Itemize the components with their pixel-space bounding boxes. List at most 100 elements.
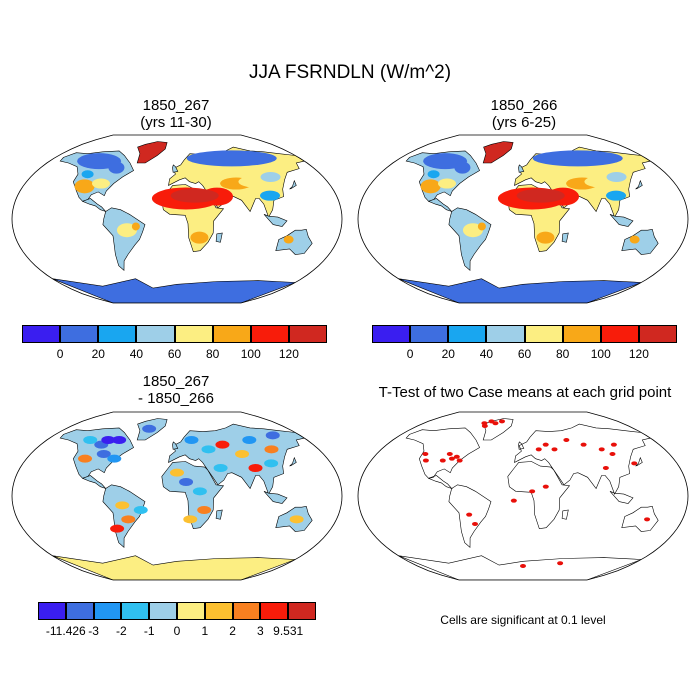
significance-note: Cells are significant at 0.1 level [440, 613, 606, 627]
colorbar-tick-label: 0 [406, 347, 414, 361]
colorbar-swatch [288, 602, 316, 620]
field-patch [81, 170, 94, 179]
continent-central-america [81, 475, 107, 490]
colorbar-swatch [204, 602, 233, 620]
colorbar-swatch [372, 325, 411, 343]
field-patch [170, 188, 219, 203]
colorbar-panel-3: -11.426 -3 -2 -1 0 1 2 3 9.531 [38, 602, 316, 638]
continent-madagascar [561, 509, 569, 520]
continent-africa [507, 461, 571, 530]
significant-cell [453, 454, 460, 459]
field-patch [438, 178, 457, 189]
map-panel-2 [357, 134, 689, 304]
field-patch [606, 190, 627, 201]
field-patch [133, 506, 148, 514]
field-patch [532, 150, 623, 167]
continent-indonesia [263, 491, 288, 504]
significant-cell [520, 564, 526, 568]
continent-greenland [482, 141, 514, 164]
significant-cell [448, 456, 455, 461]
continent-japan [635, 456, 643, 467]
continent-eurasia [514, 423, 652, 495]
colorbar-swatch [22, 325, 61, 343]
significant-cell [422, 452, 429, 456]
significant-cell [498, 419, 505, 424]
field-patch [242, 436, 257, 444]
field-patch [83, 436, 98, 444]
significant-cell [446, 452, 453, 456]
colorbar-tick-label: 120 [278, 347, 299, 361]
continent-south-america [102, 484, 146, 548]
continent-madagascar [215, 509, 223, 520]
colorbar-swatch [174, 325, 213, 343]
field-patch [420, 179, 441, 194]
field-patch [110, 524, 125, 533]
continent-south-america [448, 484, 492, 548]
continent-australia [621, 505, 659, 532]
panel2-title-line1: 1850_266 [490, 97, 558, 114]
field-patch [427, 170, 440, 179]
continent-eurasia [168, 423, 306, 495]
continent-indonesia [609, 491, 634, 504]
map-panel-1 [11, 134, 343, 304]
field-patch [629, 235, 640, 244]
significant-cell [529, 489, 536, 494]
field-patch [201, 445, 216, 454]
field-patch [264, 459, 279, 468]
field-patch [235, 450, 250, 458]
significant-cell [510, 498, 517, 503]
colorbar-tick-label: 80 [205, 347, 220, 361]
field-patch [197, 506, 212, 514]
continent-antarctica [52, 278, 296, 303]
field-patch [74, 179, 95, 194]
significant-cell [439, 458, 446, 463]
field-patch [108, 161, 125, 174]
colorbar-tick-label: 20 [91, 347, 105, 361]
field-patch [458, 212, 475, 223]
colorbar-tick-label: 100 [240, 347, 261, 361]
map-outline [11, 411, 343, 581]
field-patch [215, 440, 230, 449]
colorbar-tick-label: 2 [229, 624, 236, 638]
significant-cell [472, 522, 479, 526]
colorbar-swatch [93, 602, 122, 620]
significant-cell [492, 421, 499, 426]
map-panel-4 [357, 411, 689, 581]
colorbar-swatch [288, 325, 327, 343]
figure-title: JJA FSRNDLN (W/m^2) [248, 62, 452, 83]
field-patch [170, 468, 184, 477]
colorbar-swatch [136, 325, 175, 343]
continent-japan [635, 179, 643, 190]
colorbar-swatch [212, 325, 251, 343]
field-patch [131, 222, 140, 231]
field-patch [265, 431, 280, 440]
panel3-title: 1850_267 - 1850_266 [16, 373, 336, 407]
colorbar-tick-label: -3 [88, 624, 99, 638]
significant-cell [580, 442, 587, 447]
field-patch [96, 450, 111, 458]
continent-japan [289, 456, 297, 467]
field-patch [289, 515, 304, 524]
field-patch [186, 150, 277, 167]
colorbar-swatch [638, 325, 677, 343]
continent-central-america [81, 198, 107, 213]
significant-cell [535, 447, 542, 452]
map-outline [357, 134, 689, 304]
field-patch [115, 501, 130, 510]
field-patch [213, 464, 228, 472]
colorbar-tick-label: 60 [517, 347, 532, 361]
significant-cell [644, 517, 651, 522]
continent-antarctica [398, 555, 642, 580]
colorbar-tick-label: 1 [201, 624, 209, 638]
significant-cell [557, 561, 564, 566]
continent-japan [289, 179, 297, 190]
colorbar-swatch [250, 325, 289, 343]
significant-cell [542, 442, 549, 447]
field-patch [248, 464, 263, 472]
colorbar-swatch [38, 602, 66, 620]
significant-cell [551, 447, 558, 452]
colorbar-swatch [232, 602, 261, 620]
field-patch [477, 222, 486, 231]
field-patch [183, 515, 198, 524]
colorbar-swatch [260, 602, 289, 620]
